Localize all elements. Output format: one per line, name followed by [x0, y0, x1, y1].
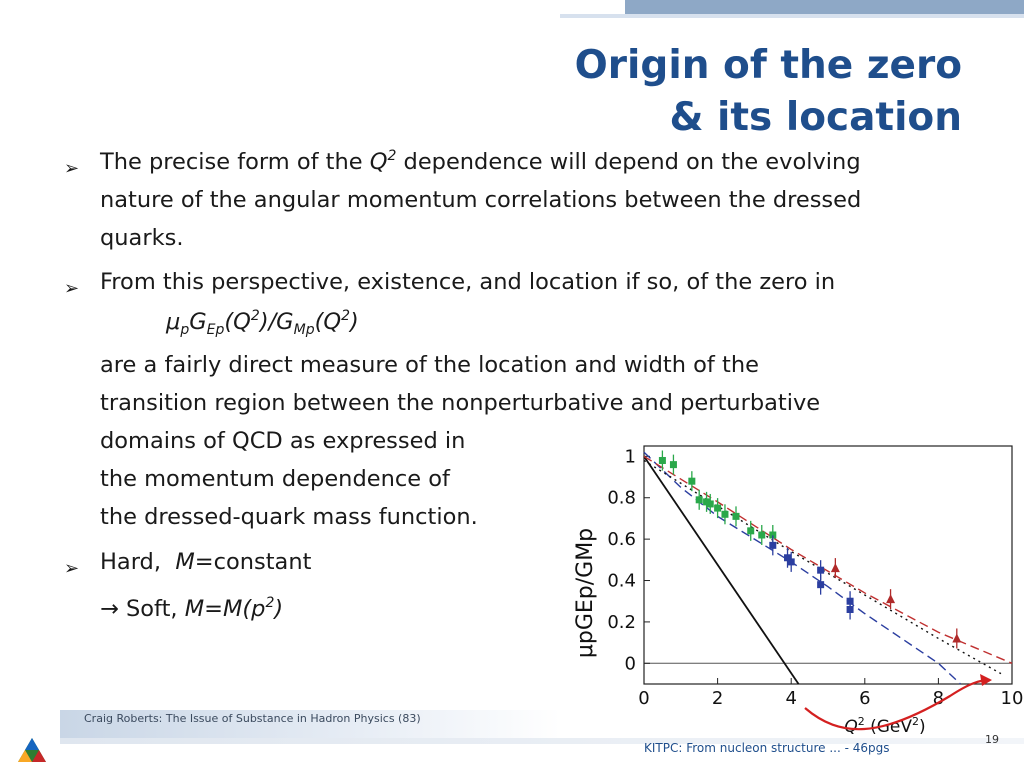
theory-curve-solid — [643, 455, 800, 685]
data-point — [784, 554, 792, 562]
bullet-2-line-7: the dressed-quark mass function. — [100, 504, 478, 530]
data-point — [952, 633, 962, 643]
title-line-1: Origin of the zero — [574, 43, 962, 88]
bullet-2-line-3: are a fairly direct measure of the locat… — [100, 352, 759, 378]
y-tick-label: 0.2 — [607, 612, 636, 633]
footer-band — [60, 710, 560, 738]
text-segment: μ — [166, 309, 181, 335]
data-point — [703, 498, 711, 506]
x-tick-label: 2 — [712, 688, 723, 709]
text-segment: Hard, — [100, 549, 176, 575]
bullet-arrow-icon: ➢ — [64, 158, 80, 179]
x-label-unit-sup: 2 — [912, 715, 919, 728]
data-point — [787, 558, 795, 566]
text-segment: The precise form of the — [100, 149, 370, 175]
bullet-arrow-icon: ➢ — [64, 278, 80, 299]
text-segment: =constant — [194, 549, 312, 575]
bullet-1-line-3: quarks. — [100, 225, 184, 251]
data-point — [732, 512, 740, 520]
x-label-unit: (GeV — [865, 717, 913, 737]
data-point — [830, 563, 840, 573]
chart-layer: 0 2 4 6 8 10 1 0.8 0.6 0.4 0.2 0 — [607, 445, 1024, 709]
y-tick-label: 0 — [625, 653, 636, 674]
data-point — [695, 496, 703, 504]
text-segment: → Soft, — [100, 596, 185, 622]
bullet-2-line-5: domains of QCD as expressed in — [100, 428, 466, 454]
text-segment: (Q — [224, 309, 251, 335]
slide-title: Origin of the zero & its location — [575, 40, 962, 144]
text-segment: M — [175, 549, 195, 575]
data-point — [769, 531, 777, 539]
data-point — [706, 500, 714, 508]
page-number: 19 — [985, 733, 999, 746]
x-tick-label: 4 — [785, 688, 796, 709]
data-point — [688, 477, 696, 485]
bullet-3-line-1: Hard, M=constant — [100, 543, 311, 581]
bullet-arrow-icon: ➢ — [64, 558, 80, 579]
footer-talk-title: KITPC: From nucleon structure ... - 46pg… — [644, 741, 890, 755]
plot-frame — [643, 445, 1013, 685]
data-point — [817, 566, 825, 574]
footer-band-lower — [60, 738, 1024, 744]
x-axis-label: Q2 (GeV2) — [844, 715, 925, 737]
y-tick-label: 1 — [625, 446, 636, 467]
x-label-close: ) — [919, 717, 926, 737]
superscript: 2 — [341, 308, 350, 324]
bullet-2-line-4: transition region between the nonperturb… — [100, 390, 821, 416]
arrowhead-icon — [980, 674, 992, 686]
subscript: Ep — [206, 322, 225, 338]
data-point — [658, 456, 666, 464]
data-point — [721, 510, 729, 518]
y-tick-label: 0.6 — [607, 529, 636, 550]
bullet-2-line-1: From this perspective, existence, and lo… — [100, 269, 836, 295]
superscript: 2 — [250, 308, 260, 324]
text-segment: (Q — [314, 309, 342, 335]
x-tick-label: 8 — [933, 688, 944, 709]
text-segment: M=M(p — [184, 596, 266, 622]
y-tick-label: 0.8 — [607, 488, 636, 509]
data-point — [669, 461, 677, 469]
text-segment: dependence will depend on the evolving — [396, 149, 861, 175]
data-point — [758, 531, 766, 539]
data-point — [747, 527, 755, 535]
x-tick-label: 10 — [1001, 688, 1024, 709]
data-point — [769, 541, 777, 549]
text-segment: ) — [350, 309, 359, 335]
subscript: Mp — [293, 322, 315, 338]
x-label-sup: 2 — [858, 715, 865, 728]
footer-credit: Craig Roberts: The Issue of Substance in… — [84, 712, 421, 725]
superscript: 2 — [265, 595, 275, 611]
data-point — [886, 594, 896, 604]
data-point — [846, 605, 854, 613]
x-label-q: Q — [844, 717, 857, 737]
top-decoration-band-light — [560, 14, 1024, 18]
bullet-1-line-1: The precise form of the Q2 dependence wi… — [100, 143, 861, 181]
title-line-2: & its location — [669, 95, 962, 140]
y-axis-label: μpGEp/GMp — [573, 528, 598, 658]
bullet-2-line-6: the momentum dependence of — [100, 466, 450, 492]
subscript: p — [180, 322, 190, 338]
top-decoration-band — [625, 0, 1024, 14]
text-segment: Q — [369, 149, 388, 175]
bullet-3-line-2: → Soft, M=M(p2) — [100, 590, 283, 628]
y-tick-label: 0.4 — [607, 571, 636, 592]
text-segment: )/G — [259, 309, 294, 335]
data-point — [817, 581, 825, 589]
superscript: 2 — [387, 148, 397, 164]
zero-crossing-arrow — [804, 678, 991, 731]
x-tick-label: 6 — [859, 688, 870, 709]
data-point — [714, 504, 722, 512]
theory-curve-dashed — [643, 455, 1013, 664]
ratio-formula: μpGEp(Q2)/GMp(Q2) — [166, 303, 359, 341]
text-segment: ) — [274, 596, 284, 622]
text-segment: G — [189, 309, 207, 335]
x-tick-label: 0 — [638, 688, 649, 709]
bullet-1-line-2: nature of the angular momentum correlati… — [100, 187, 862, 213]
lab-logo-icon — [18, 738, 46, 762]
